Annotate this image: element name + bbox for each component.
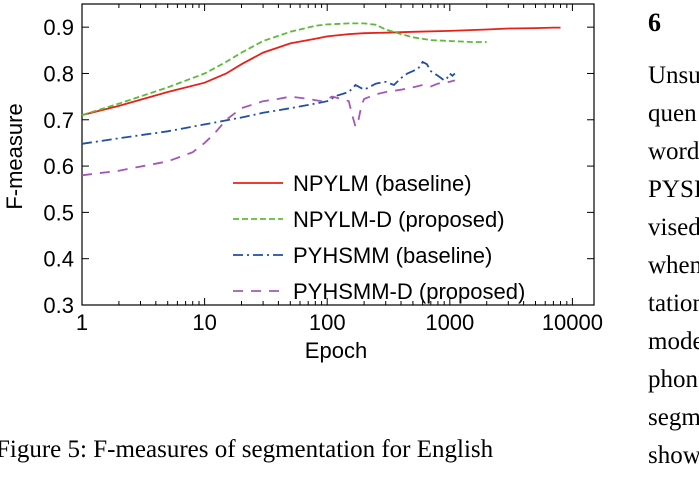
side-column-text: 6 Unsu quen word PYSI vised when tation mode pho… [648,0,699,481]
side-text-line: mode [648,328,699,355]
legend: NPYLM (baseline) NPYLM-D (proposed) PYHSMM… [233,171,525,304]
y-tick-label: 0.6 [43,154,74,179]
side-text-line: phon [648,366,698,393]
side-text-line: quen [648,100,697,127]
side-text-line: vised [648,214,699,241]
x-tick-label: 1 [76,310,88,335]
series-line-3 [81,60,456,145]
figure-caption: Figure 5: F-measures of segmentation for… [0,436,494,463]
side-text-line: when [648,252,699,279]
y-tick-label: 0.8 [43,61,74,86]
y-tick-label: 0.5 [43,200,74,225]
x-tick-label: 1000 [425,310,474,335]
legend-label-3: PYHSMM (baseline) [293,243,492,268]
y-tick-label: 0.3 [43,293,74,318]
side-text-line: word [648,138,699,165]
axes-group: 1 10 100 1000 10000 0.3 0.4 0.5 0.6 0.7 0.8 0.9 [43,3,603,335]
y-axis-label: F-measure [2,103,27,209]
side-text-line: show [648,442,699,469]
y-tick-label: 0.9 [43,15,74,40]
section-heading: 6 [648,8,661,37]
legend-label-1: NPYLM (baseline) [293,171,472,196]
x-tick-label: 100 [309,310,346,335]
legend-label-2: NPYLM-D (proposed) [293,207,505,232]
x-tick-label: 10 [192,310,216,335]
side-text-line: segm [648,404,699,431]
series-line-1 [81,26,561,116]
y-tick-label: 0.4 [43,247,74,272]
chart: 1 10 100 1000 10000 0.3 0.4 0.5 0.6 0.7 0.8 0.9 NPY… [2,3,603,363]
y-tick-label: 0.7 [43,108,74,133]
plot-frame [81,3,595,306]
series-line-2 [81,22,487,116]
side-text-line: tation [648,290,699,317]
series-lines [81,22,561,177]
x-axis-label: Epoch [305,338,367,363]
side-text-line: PYSI [648,176,699,203]
x-tick-label: 10000 [542,310,603,335]
side-text-line: Unsu [648,62,699,89]
legend-label-4: PYHSMM-D (proposed) [293,279,525,304]
series-line-4 [81,79,456,177]
